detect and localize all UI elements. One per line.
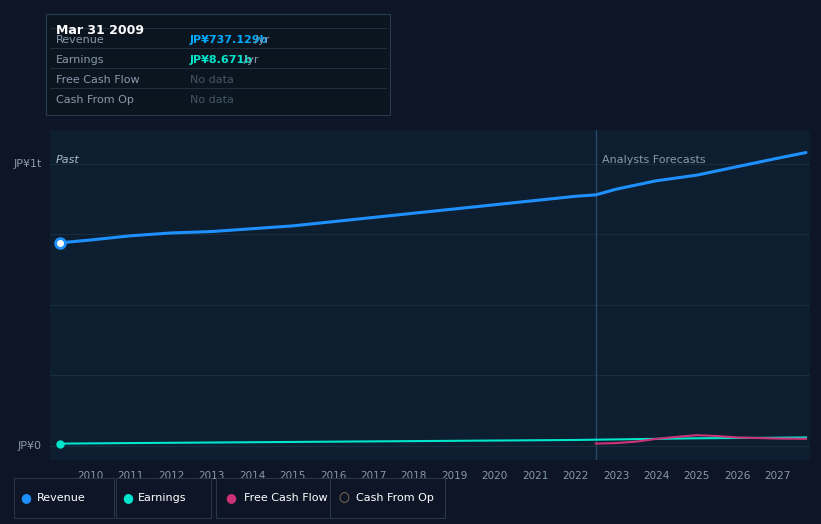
- Text: 2011: 2011: [117, 471, 144, 481]
- Text: Revenue: Revenue: [37, 493, 85, 503]
- Text: 2025: 2025: [684, 471, 710, 481]
- Text: 2014: 2014: [239, 471, 265, 481]
- Text: Cash From Op: Cash From Op: [356, 493, 434, 503]
- Text: Earnings: Earnings: [138, 493, 186, 503]
- Text: Mar 31 2009: Mar 31 2009: [56, 25, 144, 38]
- Text: 2023: 2023: [603, 471, 629, 481]
- Text: /yr: /yr: [251, 35, 269, 45]
- Text: 2021: 2021: [522, 471, 548, 481]
- Text: Past: Past: [56, 156, 80, 166]
- Text: ●: ●: [122, 492, 133, 505]
- Text: 2015: 2015: [279, 471, 305, 481]
- Text: ●: ●: [225, 492, 236, 505]
- Text: Earnings: Earnings: [56, 55, 104, 65]
- Text: ○: ○: [338, 492, 349, 505]
- Text: 2020: 2020: [482, 471, 508, 481]
- Text: 2016: 2016: [320, 471, 346, 481]
- Text: 2017: 2017: [360, 471, 387, 481]
- Text: 2013: 2013: [199, 471, 225, 481]
- Text: JP¥8.671b: JP¥8.671b: [190, 55, 253, 65]
- Text: 2027: 2027: [764, 471, 791, 481]
- Text: No data: No data: [190, 75, 233, 85]
- Text: Cash From Op: Cash From Op: [56, 95, 134, 105]
- Text: Free Cash Flow: Free Cash Flow: [244, 493, 328, 503]
- Text: 2022: 2022: [562, 471, 589, 481]
- Text: 2026: 2026: [724, 471, 750, 481]
- Text: Analysts Forecasts: Analysts Forecasts: [602, 156, 705, 166]
- Text: Revenue: Revenue: [56, 35, 104, 45]
- Text: JP¥0: JP¥0: [18, 441, 42, 451]
- Text: JP¥1t: JP¥1t: [13, 159, 42, 169]
- Text: JP¥737.129b: JP¥737.129b: [190, 35, 268, 45]
- Text: 2024: 2024: [643, 471, 670, 481]
- Text: 2018: 2018: [401, 471, 427, 481]
- Text: No data: No data: [190, 95, 233, 105]
- Text: 2010: 2010: [77, 471, 103, 481]
- Text: /yr: /yr: [240, 55, 259, 65]
- Text: 2012: 2012: [158, 471, 185, 481]
- Text: Free Cash Flow: Free Cash Flow: [56, 75, 140, 85]
- Text: ●: ●: [21, 492, 31, 505]
- Text: 2019: 2019: [441, 471, 467, 481]
